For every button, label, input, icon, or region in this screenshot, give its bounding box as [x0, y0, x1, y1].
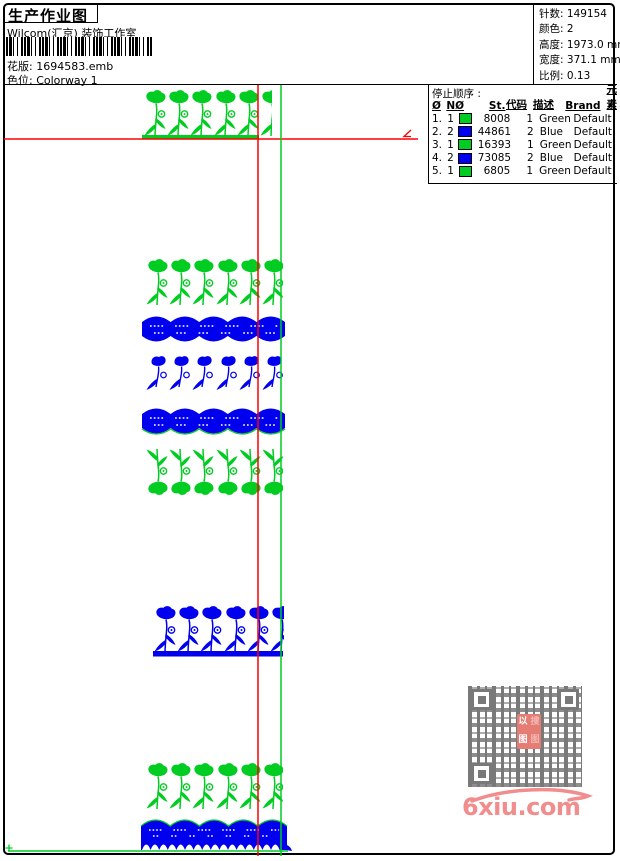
motif-band-blue-2 [141, 407, 286, 435]
motif-row-green-top [143, 89, 272, 137]
blue-baseline-bar [153, 651, 283, 657]
table-row: 5. 1 6805 1 Green Default [432, 165, 612, 178]
studio-name: Wilcom(汇京) 装饰工作室 [7, 27, 137, 40]
page-border [3, 3, 615, 855]
stop-sequence-caption: 停止顺序 : [432, 88, 481, 100]
col-element: 元素 [606, 84, 618, 111]
search-by-image-seal: 以 搜 图 图 [517, 714, 541, 749]
design-barcode [6, 37, 152, 56]
motif-row-blue-lower [153, 605, 284, 653]
design-info-box: 针数: 149154 颜色: 2 高度: 1973.0 mm 宽度: 371.1… [533, 3, 620, 84]
color-swatch [458, 113, 473, 125]
motif-row-green-mid [145, 258, 283, 306]
stop-sequence-table: 停止顺序 : Ø NØ St. 代码 描述 Brand 元素 1. 1 8008 1… [428, 84, 617, 184]
stop-sequence-header: Ø NØ St. 代码 描述 Brand 元素 [432, 84, 617, 112]
site-logo-text: 6xiu.com [462, 793, 580, 821]
table-row: 1. 1 8008 1 Green Default [432, 112, 612, 125]
header-divider [3, 83, 617, 85]
color-swatch [458, 152, 472, 164]
col-stop: Ø [432, 100, 441, 112]
motif-row-green-hanging [145, 448, 283, 496]
pattern-file-value: 1694583.emb [36, 60, 114, 73]
motif-row-green-bottom [145, 762, 283, 810]
color-swatch [458, 165, 473, 177]
table-row: 4. 2 73085 2 Blue Default [432, 152, 613, 165]
width-row: 宽度: 371.1 mm [539, 54, 620, 67]
pattern-file-label: 花版: [7, 60, 33, 73]
qr-finder-icon [558, 689, 579, 710]
col-stitches: St. [488, 100, 506, 112]
qr-code: 以 搜 图 图 [468, 686, 582, 787]
guide-red-end-mark [402, 129, 412, 138]
stitch-count-row: 针数: 149154 [539, 8, 607, 20]
qr-finder-icon [471, 689, 492, 710]
col-needle: NØ [446, 100, 465, 112]
logo-swoosh [470, 787, 593, 803]
band-green-edge [141, 428, 286, 435]
motif-band-blue-bottom [141, 820, 292, 851]
col-brand: Brand [565, 100, 601, 112]
band-green-edge-bottom [140, 819, 288, 827]
qr-finder-icon [471, 763, 492, 784]
site-logo: 6xiu.com [462, 787, 593, 821]
page-title: 生产作业图 [3, 3, 98, 25]
pattern-file-row: 花版: 1694583.emb [7, 58, 113, 74]
table-row: 3. 1 16393 1 Green Default [432, 138, 613, 151]
col-code: 代码 [506, 99, 528, 111]
height-row: 高度: 1973.0 mm [539, 38, 620, 51]
table-row: 2. 2 44861 2 Blue Default [432, 125, 613, 138]
col-description: 描述 [533, 99, 555, 111]
scale-row: 比例: 0.13 [539, 69, 591, 82]
color-swatch [458, 126, 472, 138]
color-count-row: 颜色: 2 [539, 23, 574, 36]
guide-green-start-mark [5, 844, 13, 851]
motif-row-blue-buds [145, 355, 283, 391]
green-baseline-bar [142, 135, 259, 139]
motif-band-blue-1 [141, 315, 286, 343]
color-swatch [458, 139, 472, 151]
